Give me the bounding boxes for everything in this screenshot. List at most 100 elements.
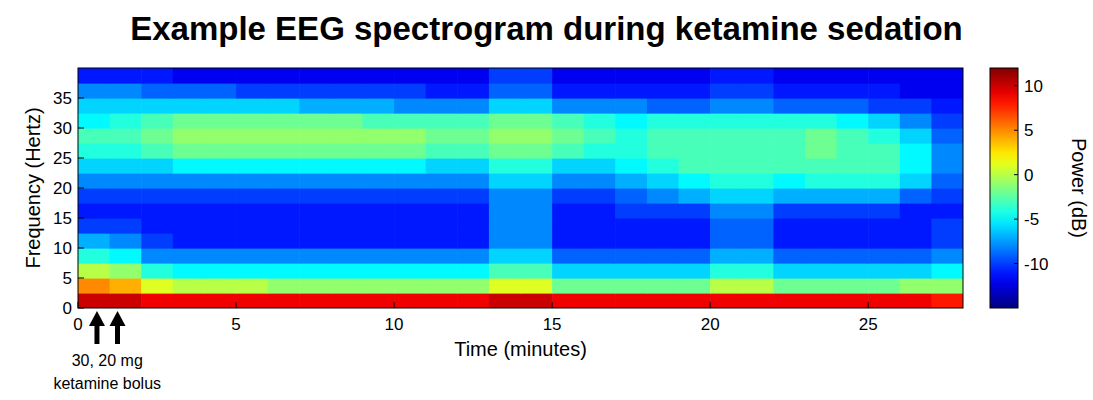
y-tick — [78, 98, 84, 99]
cell — [426, 83, 458, 99]
cell — [173, 128, 205, 144]
cell — [521, 218, 553, 234]
cell — [457, 158, 489, 174]
cell — [78, 68, 110, 84]
cell — [900, 68, 932, 84]
x-axis-label: Time (minutes) — [454, 338, 587, 360]
x-tick-label: 5 — [231, 315, 240, 334]
cell — [489, 68, 521, 84]
cell — [805, 158, 837, 174]
cell — [457, 263, 489, 279]
cell — [362, 203, 394, 219]
cell — [837, 218, 869, 234]
cell — [710, 83, 742, 99]
cell — [426, 203, 458, 219]
cell — [236, 293, 268, 308]
cell — [552, 68, 584, 84]
cell — [805, 83, 837, 99]
cell — [426, 248, 458, 264]
cell — [931, 188, 963, 204]
cell — [584, 113, 616, 129]
cell — [268, 143, 300, 159]
cell — [110, 188, 142, 204]
cell — [110, 158, 142, 174]
cell — [552, 113, 584, 129]
cell — [78, 83, 110, 99]
cell — [647, 233, 679, 249]
cell — [837, 278, 869, 294]
cell — [615, 68, 647, 84]
cell — [268, 218, 300, 234]
cell — [141, 248, 173, 264]
cell — [394, 263, 426, 279]
cell — [204, 203, 236, 219]
cell — [521, 143, 553, 159]
cell — [457, 68, 489, 84]
cell — [268, 83, 300, 99]
cell — [805, 233, 837, 249]
cell — [331, 98, 363, 114]
cell — [362, 143, 394, 159]
cell — [426, 113, 458, 129]
cell — [900, 263, 932, 279]
cell — [868, 218, 900, 234]
cell — [457, 143, 489, 159]
cell — [837, 83, 869, 99]
cell — [837, 248, 869, 264]
cell — [331, 68, 363, 84]
cell — [615, 98, 647, 114]
cell — [268, 158, 300, 174]
cell — [900, 83, 932, 99]
cell — [78, 188, 110, 204]
cell — [615, 293, 647, 308]
cell — [141, 83, 173, 99]
colorbar-tick — [1014, 130, 1018, 131]
cell — [394, 293, 426, 308]
cell — [236, 113, 268, 129]
cell — [141, 233, 173, 249]
y-tick-label: 15 — [53, 209, 72, 228]
cell — [710, 158, 742, 174]
cell — [679, 98, 711, 114]
cell — [78, 98, 110, 114]
cell — [710, 263, 742, 279]
cell — [236, 218, 268, 234]
cell — [204, 113, 236, 129]
cell — [394, 158, 426, 174]
cell — [489, 188, 521, 204]
cell — [489, 173, 521, 189]
cell — [615, 83, 647, 99]
cell — [900, 233, 932, 249]
bolus-arrow — [94, 324, 99, 344]
cell — [489, 203, 521, 219]
cell — [900, 173, 932, 189]
colorbar-tick — [1014, 85, 1018, 86]
cell — [679, 68, 711, 84]
annotation-text: ketamine bolus — [53, 375, 161, 392]
cell — [236, 158, 268, 174]
cell — [584, 278, 616, 294]
cell — [299, 158, 331, 174]
cell — [868, 278, 900, 294]
cell — [78, 248, 110, 264]
cell — [141, 263, 173, 279]
cell — [552, 128, 584, 144]
cell — [615, 203, 647, 219]
cell — [552, 98, 584, 114]
cell — [173, 98, 205, 114]
cell — [900, 248, 932, 264]
cell — [299, 83, 331, 99]
colorbar-label: Power (dB) — [1068, 138, 1090, 238]
cell — [141, 98, 173, 114]
cell — [268, 263, 300, 279]
cell — [931, 68, 963, 84]
cell — [679, 233, 711, 249]
cell — [710, 293, 742, 308]
cell — [236, 143, 268, 159]
cell — [742, 203, 774, 219]
cell — [931, 83, 963, 99]
cell — [426, 143, 458, 159]
cell — [584, 68, 616, 84]
cell — [805, 278, 837, 294]
cell — [299, 113, 331, 129]
